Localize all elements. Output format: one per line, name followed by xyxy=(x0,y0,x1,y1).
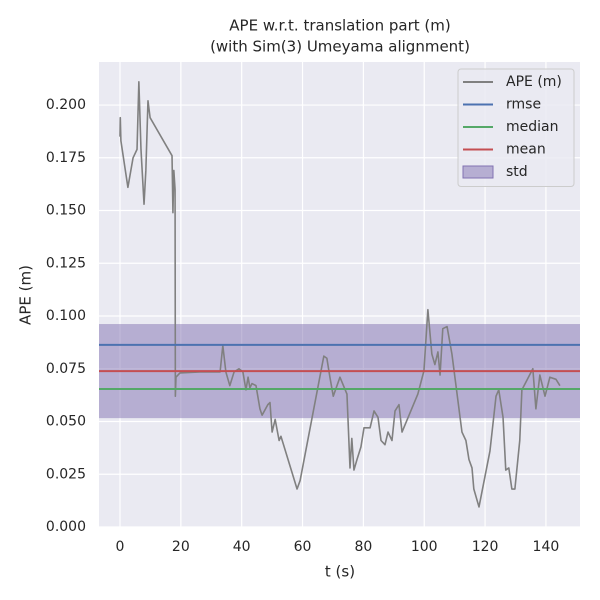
legend: APE (m) rmse median mean std xyxy=(457,68,575,187)
x-axis-label: t (s) xyxy=(325,563,355,581)
x-tick-label: 40 xyxy=(233,539,251,555)
legend-label: APE (m) xyxy=(506,74,562,90)
plot xyxy=(99,81,580,508)
y-tick-label: 0.125 xyxy=(46,255,86,271)
legend-box xyxy=(457,68,575,187)
x-tick-label: 140 xyxy=(533,539,560,555)
legend-swatch xyxy=(462,165,494,179)
x-tick-label: 20 xyxy=(172,539,190,555)
y-tick-label: 0.075 xyxy=(46,361,86,377)
legend-label: std xyxy=(506,164,528,180)
x-tick-label: 120 xyxy=(472,539,499,555)
x-tick-label: 80 xyxy=(354,539,372,555)
y-tick-label: 0.100 xyxy=(46,308,86,324)
legend-label: median xyxy=(506,119,558,135)
ape-line xyxy=(119,81,561,508)
y-axis-label: APE (m) xyxy=(17,265,35,325)
x-tick-label: 60 xyxy=(294,539,312,555)
y-tick-label: 0.200 xyxy=(46,97,86,113)
x-tick-label: 0 xyxy=(116,539,125,555)
legend-label: mean xyxy=(506,142,546,158)
y-tick-label: 0.025 xyxy=(46,466,86,482)
y-tick-label: 0.175 xyxy=(46,150,86,166)
x-tick-label: 100 xyxy=(411,539,438,555)
y-tick-label: 0.000 xyxy=(46,519,86,535)
chart-title: APE w.r.t. translation part (m) xyxy=(229,17,450,35)
y-tick-label: 0.150 xyxy=(46,203,86,219)
chart-subtitle: (with Sim(3) Umeyama alignment) xyxy=(210,38,470,56)
legend-label: rmse xyxy=(506,97,541,113)
axes: 0 20 40 60 80 100 120 140 0.000 0.025 0.050 0.075 0.… xyxy=(46,97,559,555)
y-tick-label: 0.050 xyxy=(46,414,86,430)
